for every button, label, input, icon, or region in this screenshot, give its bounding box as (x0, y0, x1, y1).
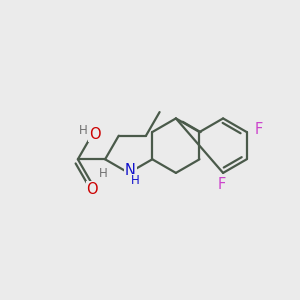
Text: F: F (218, 177, 226, 192)
Text: H: H (78, 124, 87, 136)
Text: O: O (89, 127, 100, 142)
Text: H: H (99, 167, 108, 180)
Text: H: H (131, 174, 140, 187)
Text: O: O (87, 182, 98, 197)
Text: N: N (125, 163, 136, 178)
Text: F: F (255, 122, 263, 137)
